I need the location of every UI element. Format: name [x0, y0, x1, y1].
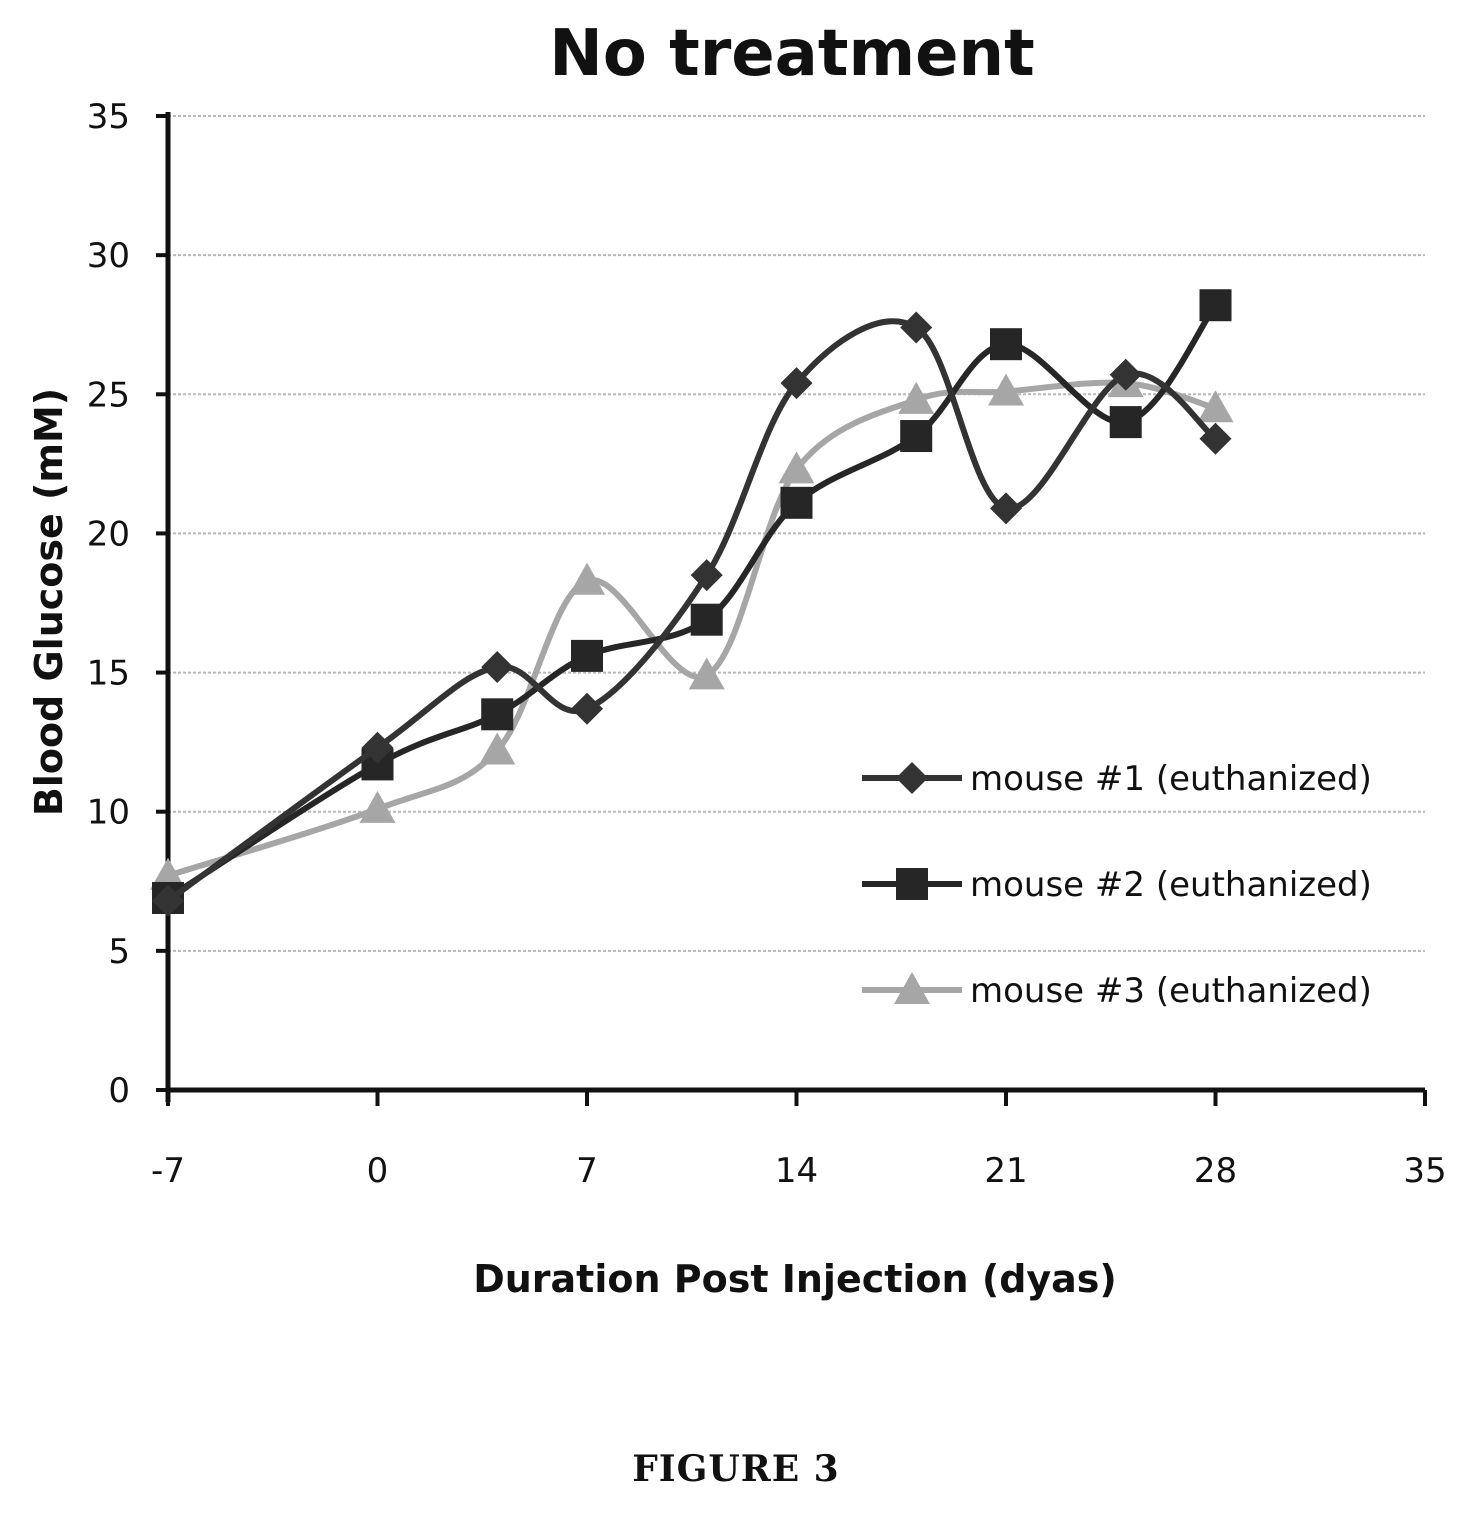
legend-marker-1 [896, 762, 928, 794]
series-2-point-7 [990, 328, 1022, 361]
x-tick-label: 28 [1194, 1151, 1237, 1191]
x-tick-label: 21 [984, 1151, 1027, 1191]
series-1-point-5 [780, 367, 813, 400]
gridlines [168, 115, 1425, 952]
series-3 [150, 365, 1234, 890]
legend-marker-3 [894, 972, 930, 1004]
series-line-2 [165, 302, 1219, 901]
y-tick-label: 25 [87, 375, 130, 415]
series-3-point-0 [150, 857, 186, 890]
x-axis-ticks: -7 0 7 14 21 28 35 [151, 1151, 1447, 1191]
series-3-point-6 [898, 381, 935, 414]
series-1-point-7 [990, 492, 1022, 525]
x-tick-label: 0 [367, 1151, 389, 1191]
series-1 [152, 311, 1232, 917]
chart: No treatment 0 5 10 15 20 25 30 35 -7 0 7 14 21 28 35… [27, 17, 1447, 1301]
series-line-1 [165, 318, 1219, 904]
y-axis-title: Blood Glucose (mM) [27, 388, 71, 816]
series-1-point-0 [152, 884, 184, 917]
y-tick-label: 5 [108, 932, 130, 972]
series-3-point-4 [688, 657, 725, 690]
series-2 [152, 289, 1232, 914]
figure-caption: FIGURE 3 [632, 1448, 840, 1490]
series-2-point-2 [481, 698, 514, 731]
x-axis-title: Duration Post Injection (dyas) [473, 1257, 1117, 1301]
legend-label-1: mouse #1 (euthanized) [970, 759, 1372, 799]
series-3-point-7 [988, 373, 1024, 406]
y-axis-ticks: 0 5 10 15 20 25 30 35 [87, 97, 130, 1111]
series-2-point-4 [690, 603, 723, 636]
series-3-point-5 [778, 451, 815, 484]
series-3-point-3 [569, 562, 605, 595]
y-tick-label: 0 [108, 1071, 130, 1111]
legend-entry-1: mouse #1 (euthanized) [862, 759, 1372, 799]
series-1-point-1 [361, 731, 394, 764]
series-1-point-4 [690, 559, 723, 592]
legend: mouse #1 (euthanized) mouse #2 (euthanize… [862, 759, 1372, 1011]
series-3-point-9 [1197, 390, 1234, 423]
y-tick-label: 10 [87, 793, 130, 833]
series-1-point-3 [571, 692, 603, 725]
series-line-3 [165, 379, 1219, 879]
series-1-point-6 [900, 311, 933, 344]
chart-title: No treatment [549, 17, 1034, 91]
series-3-point-2 [479, 732, 516, 765]
series-1-point-9 [1199, 422, 1232, 455]
series-3-point-1 [359, 790, 396, 823]
series-2-point-5 [780, 486, 813, 519]
legend-entry-3: mouse #3 (euthanized) [862, 971, 1372, 1011]
legend-marker-2 [896, 868, 928, 900]
series-2-point-8 [1109, 406, 1142, 439]
x-tick-label: 14 [775, 1151, 818, 1191]
series-1-point-8 [1109, 358, 1142, 391]
series-group [150, 289, 1234, 917]
legend-label-2: mouse #2 (euthanized) [970, 865, 1372, 905]
series-2-point-6 [900, 420, 933, 453]
series-2-point-3 [571, 639, 603, 672]
x-tick-label: 35 [1403, 1151, 1446, 1191]
series-1-point-2 [481, 651, 514, 684]
y-tick-label: 20 [87, 514, 130, 554]
axes [156, 112, 1427, 1106]
series-2-point-9 [1199, 289, 1232, 322]
legend-entry-2: mouse #2 (euthanized) [862, 865, 1372, 905]
x-tick-label: 7 [576, 1151, 598, 1191]
y-tick-label: 35 [87, 97, 130, 137]
y-tick-label: 15 [87, 654, 130, 694]
x-tick-label: -7 [151, 1151, 185, 1191]
legend-label-3: mouse #3 (euthanized) [970, 971, 1372, 1011]
y-tick-label: 30 [87, 236, 130, 276]
